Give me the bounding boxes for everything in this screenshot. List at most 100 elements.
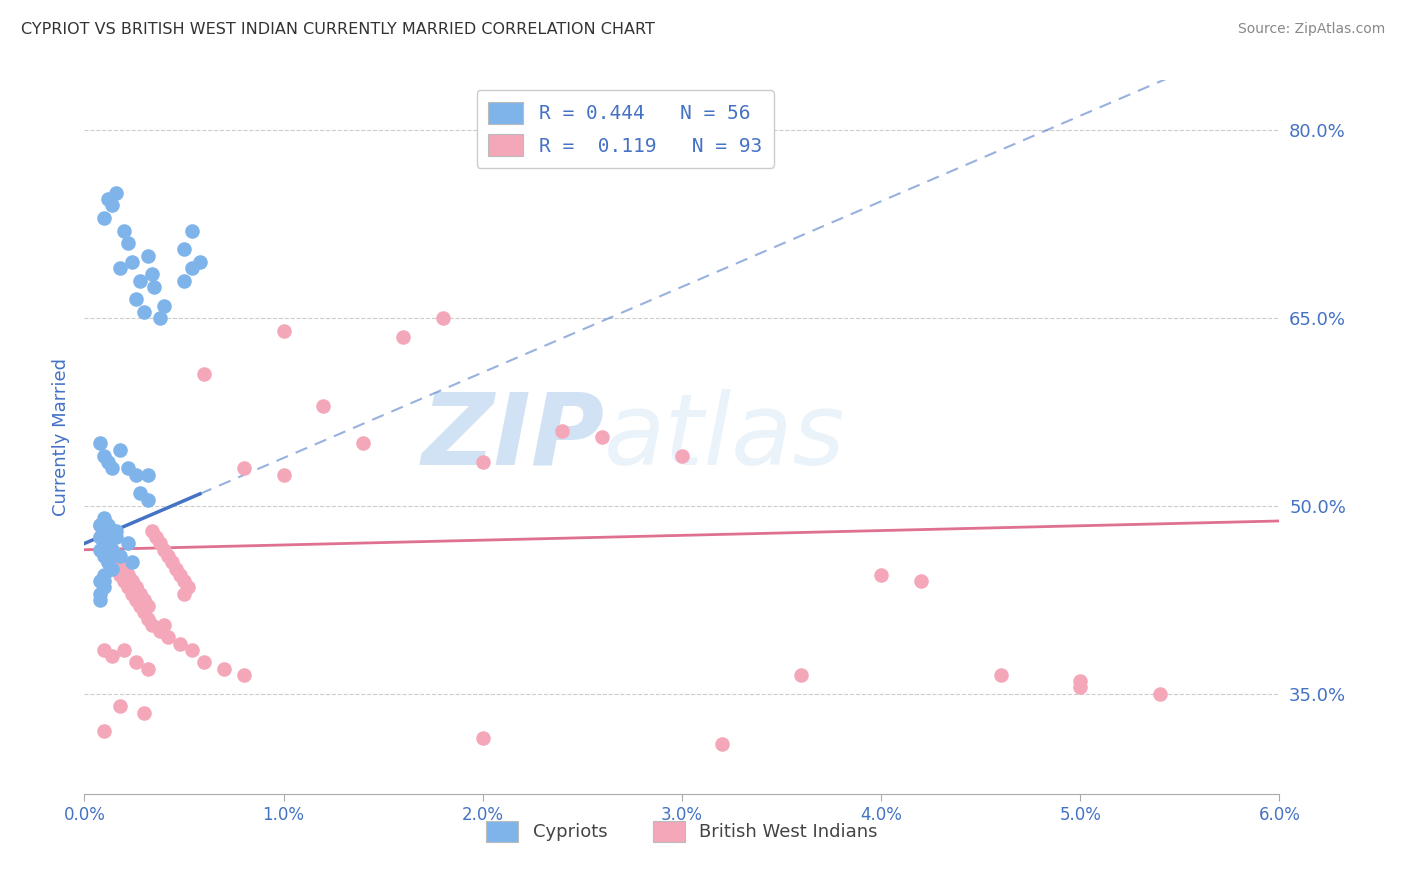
Point <box>136 612 159 626</box>
Point <box>141 268 163 282</box>
Point <box>193 656 215 670</box>
Point <box>125 592 148 607</box>
Point <box>129 599 152 613</box>
Point <box>97 549 120 563</box>
Point <box>169 637 191 651</box>
Point <box>110 442 132 457</box>
Point <box>117 580 139 594</box>
Point <box>105 186 128 200</box>
Point <box>169 567 191 582</box>
Point <box>136 662 159 676</box>
Point <box>110 567 132 582</box>
Point <box>112 643 135 657</box>
Point <box>145 530 167 544</box>
Point <box>112 574 135 588</box>
Point <box>93 530 115 544</box>
Point <box>990 668 1012 682</box>
Point <box>117 567 139 582</box>
Point <box>671 449 693 463</box>
Point <box>97 536 120 550</box>
Point <box>471 455 494 469</box>
Point <box>188 255 211 269</box>
Point <box>132 706 156 720</box>
Point <box>89 517 111 532</box>
Point <box>591 430 613 444</box>
Text: ZIP: ZIP <box>422 389 605 485</box>
Point <box>173 574 195 588</box>
Text: CYPRIOT VS BRITISH WEST INDIAN CURRENTLY MARRIED CORRELATION CHART: CYPRIOT VS BRITISH WEST INDIAN CURRENTLY… <box>21 22 655 37</box>
Point <box>112 561 135 575</box>
Point <box>101 198 124 212</box>
Point <box>110 555 132 569</box>
Point <box>121 586 143 600</box>
Point <box>273 467 295 482</box>
Point <box>165 561 187 575</box>
Point <box>89 592 111 607</box>
Point <box>93 574 115 588</box>
Point <box>97 555 120 569</box>
Point <box>212 662 235 676</box>
Point <box>136 467 159 482</box>
Point <box>790 668 813 682</box>
Point <box>1069 674 1091 689</box>
Point <box>93 511 115 525</box>
Point <box>101 542 124 557</box>
Point <box>97 517 120 532</box>
Point <box>157 549 180 563</box>
Point <box>97 192 120 206</box>
Point <box>89 517 111 532</box>
Point <box>392 330 415 344</box>
Point <box>125 656 148 670</box>
Point <box>89 517 111 532</box>
Point <box>149 624 172 639</box>
Point <box>101 461 124 475</box>
Point <box>101 542 124 557</box>
Point <box>117 567 139 582</box>
Point <box>121 574 143 588</box>
Point <box>149 311 172 326</box>
Point <box>97 455 120 469</box>
Y-axis label: Currently Married: Currently Married <box>52 358 70 516</box>
Point <box>910 574 932 588</box>
Point <box>93 211 115 225</box>
Point <box>117 536 139 550</box>
Point <box>136 248 159 262</box>
Point <box>141 618 163 632</box>
Point <box>97 555 120 569</box>
Point <box>105 561 128 575</box>
Point <box>173 242 195 256</box>
Point <box>112 561 135 575</box>
Text: atlas: atlas <box>605 389 846 485</box>
Point <box>105 549 128 563</box>
Point <box>121 574 143 588</box>
Point <box>129 486 152 500</box>
Point <box>1069 681 1091 695</box>
Point <box>181 261 204 276</box>
Point <box>129 274 152 288</box>
Point <box>93 530 115 544</box>
Point <box>89 586 111 600</box>
Point <box>132 592 156 607</box>
Point <box>89 436 111 450</box>
Legend: Cypriots, British West Indians: Cypriots, British West Indians <box>478 814 886 849</box>
Point <box>117 235 139 250</box>
Point <box>105 549 128 563</box>
Point <box>93 536 115 550</box>
Point <box>193 368 215 382</box>
Point <box>1149 687 1171 701</box>
Point <box>160 555 183 569</box>
Point <box>132 305 156 319</box>
Point <box>143 280 166 294</box>
Point <box>93 724 115 739</box>
Point <box>93 580 115 594</box>
Point <box>173 586 195 600</box>
Point <box>149 536 172 550</box>
Point <box>93 643 115 657</box>
Point <box>273 324 295 338</box>
Point <box>89 574 111 588</box>
Point <box>232 461 254 475</box>
Point <box>89 530 111 544</box>
Point <box>181 223 204 237</box>
Point <box>93 449 115 463</box>
Point <box>93 567 115 582</box>
